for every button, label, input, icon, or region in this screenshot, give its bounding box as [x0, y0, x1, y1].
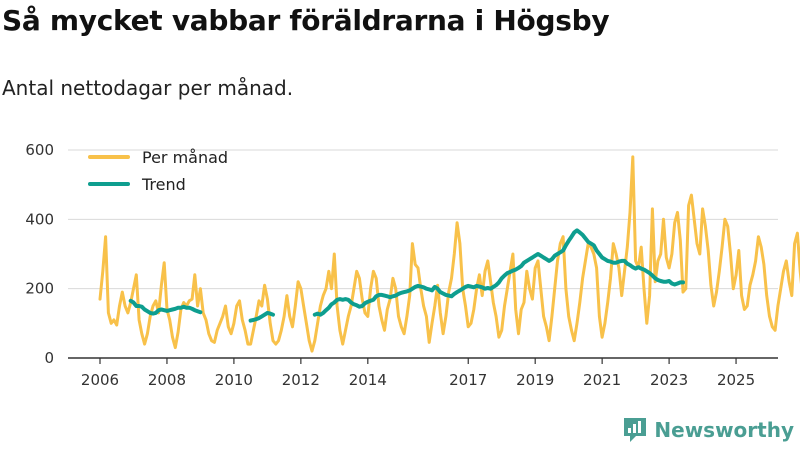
legend: Per månad Trend	[88, 148, 228, 194]
x-tick-label: 2014	[349, 371, 387, 389]
brand-logo: Newsworthy	[622, 416, 794, 444]
x-tick-label: 2025	[717, 371, 755, 389]
y-axis-ticks: 0 200 400 600	[25, 141, 54, 367]
chart-title: Så mycket vabbar föräldrarna i Högsby	[2, 4, 610, 37]
series-line-trend-segment-3	[312, 228, 685, 317]
newsworthy-logo-icon	[624, 418, 647, 442]
x-axis-ticks: 2006 2008 2010 2012 2014 2017 2019 2021 2023 2025	[68, 357, 778, 389]
y-tick-label: 400	[25, 210, 54, 228]
x-tick-label: 2017	[449, 371, 487, 389]
y-tick-label: 200	[25, 280, 54, 298]
x-tick-label: 2023	[650, 371, 688, 389]
y-tick-label: 0	[44, 349, 54, 367]
legend-label-trend: Trend	[141, 175, 186, 194]
chart-subtitle: Antal nettodagar per månad.	[2, 76, 294, 100]
series-line-trend-segment-1	[128, 298, 203, 316]
x-tick-label: 2019	[516, 371, 554, 389]
legend-label-monthly: Per månad	[142, 148, 228, 167]
series-line-trend-segment-2	[248, 310, 275, 323]
y-tick-label: 600	[25, 141, 54, 159]
series-layer	[98, 155, 800, 353]
x-tick-label: 2021	[583, 371, 621, 389]
x-tick-label: 2008	[148, 371, 186, 389]
x-tick-label: 2010	[215, 371, 253, 389]
series-line-per-manad	[98, 155, 800, 353]
brand-name: Newsworthy	[654, 418, 794, 442]
gridlines	[68, 149, 778, 290]
x-tick-label: 2006	[81, 371, 119, 389]
x-tick-label: 2012	[282, 371, 320, 389]
